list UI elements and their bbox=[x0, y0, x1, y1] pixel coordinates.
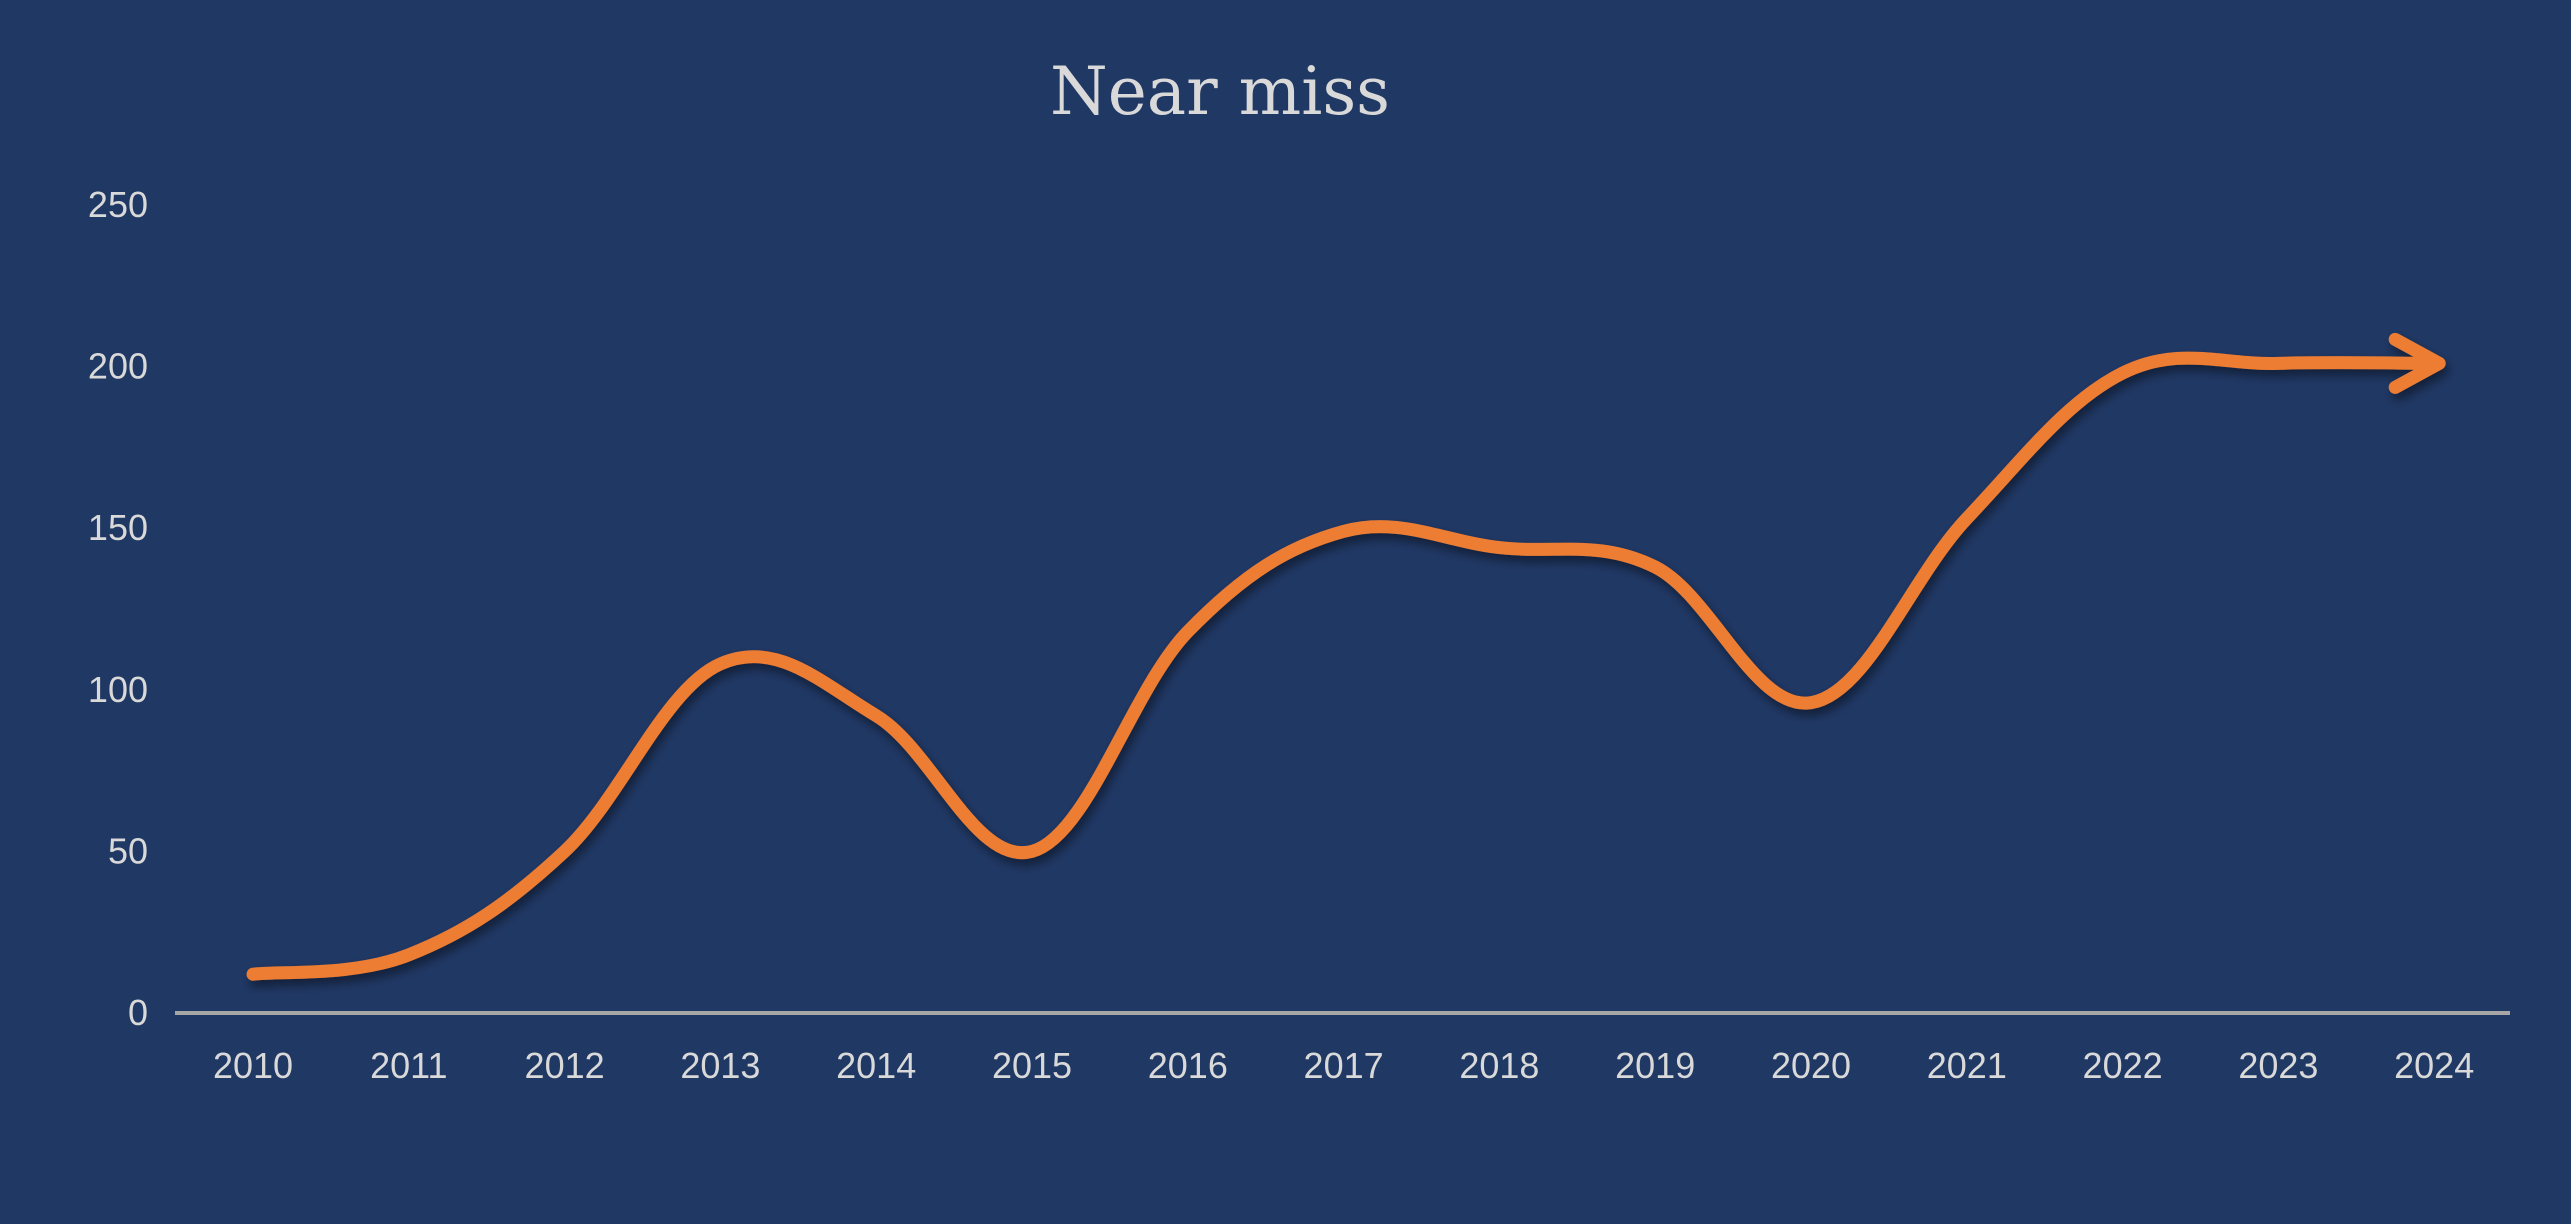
x-tick-label: 2020 bbox=[1771, 1045, 1851, 1086]
y-axis-tick-labels: 0 50 100 150 200 250 bbox=[88, 184, 148, 1033]
x-tick-label: 2017 bbox=[1304, 1045, 1384, 1086]
y-tick-label: 100 bbox=[88, 669, 148, 710]
x-tick-label: 2016 bbox=[1148, 1045, 1228, 1086]
series-line bbox=[246, 351, 2441, 981]
data-point-2016 bbox=[1181, 625, 1194, 638]
data-point-2022 bbox=[2116, 367, 2129, 380]
x-tick-label: 2015 bbox=[992, 1045, 1072, 1086]
chart-title: Near miss bbox=[1050, 53, 1390, 130]
y-tick-label: 250 bbox=[88, 184, 148, 225]
x-tick-label: 2021 bbox=[1927, 1045, 2007, 1086]
data-point-2017 bbox=[1337, 525, 1350, 538]
data-point-2012 bbox=[558, 845, 571, 858]
data-point-2015 bbox=[1026, 845, 1038, 858]
data-point-2021 bbox=[1960, 512, 1973, 525]
series-group bbox=[246, 332, 2446, 981]
arrow-end-icon bbox=[2388, 332, 2446, 394]
data-point-2018 bbox=[1493, 541, 1506, 554]
x-tick-label: 2022 bbox=[2083, 1045, 2163, 1086]
y-tick-label: 0 bbox=[128, 992, 148, 1033]
y-tick-label: 50 bbox=[108, 830, 148, 871]
x-axis-tick-labels: 2010 2011 2012 2013 2014 2015 2016 2017 2018 2019… bbox=[213, 1045, 2474, 1086]
data-point-2013 bbox=[714, 657, 727, 670]
x-tick-label: 2018 bbox=[1459, 1045, 1539, 1086]
x-tick-label: 2013 bbox=[680, 1045, 760, 1086]
x-tick-label: 2014 bbox=[836, 1045, 916, 1086]
data-point-2011 bbox=[402, 948, 415, 961]
data-point-2023 bbox=[2272, 357, 2285, 370]
x-tick-label: 2011 bbox=[370, 1045, 447, 1086]
x-tick-label: 2019 bbox=[1615, 1045, 1695, 1086]
data-point-2019 bbox=[1649, 560, 1662, 573]
x-tick-label: 2010 bbox=[213, 1045, 293, 1086]
data-point-2014 bbox=[870, 709, 883, 722]
data-point-2020 bbox=[1805, 696, 1817, 709]
y-tick-label: 200 bbox=[88, 346, 148, 387]
y-tick-label: 150 bbox=[88, 507, 148, 548]
x-tick-label: 2012 bbox=[525, 1045, 605, 1086]
data-point-2010 bbox=[247, 968, 259, 981]
x-tick-label: 2024 bbox=[2394, 1045, 2474, 1086]
x-tick-label: 2023 bbox=[2238, 1045, 2318, 1086]
series-layer bbox=[246, 332, 2446, 981]
